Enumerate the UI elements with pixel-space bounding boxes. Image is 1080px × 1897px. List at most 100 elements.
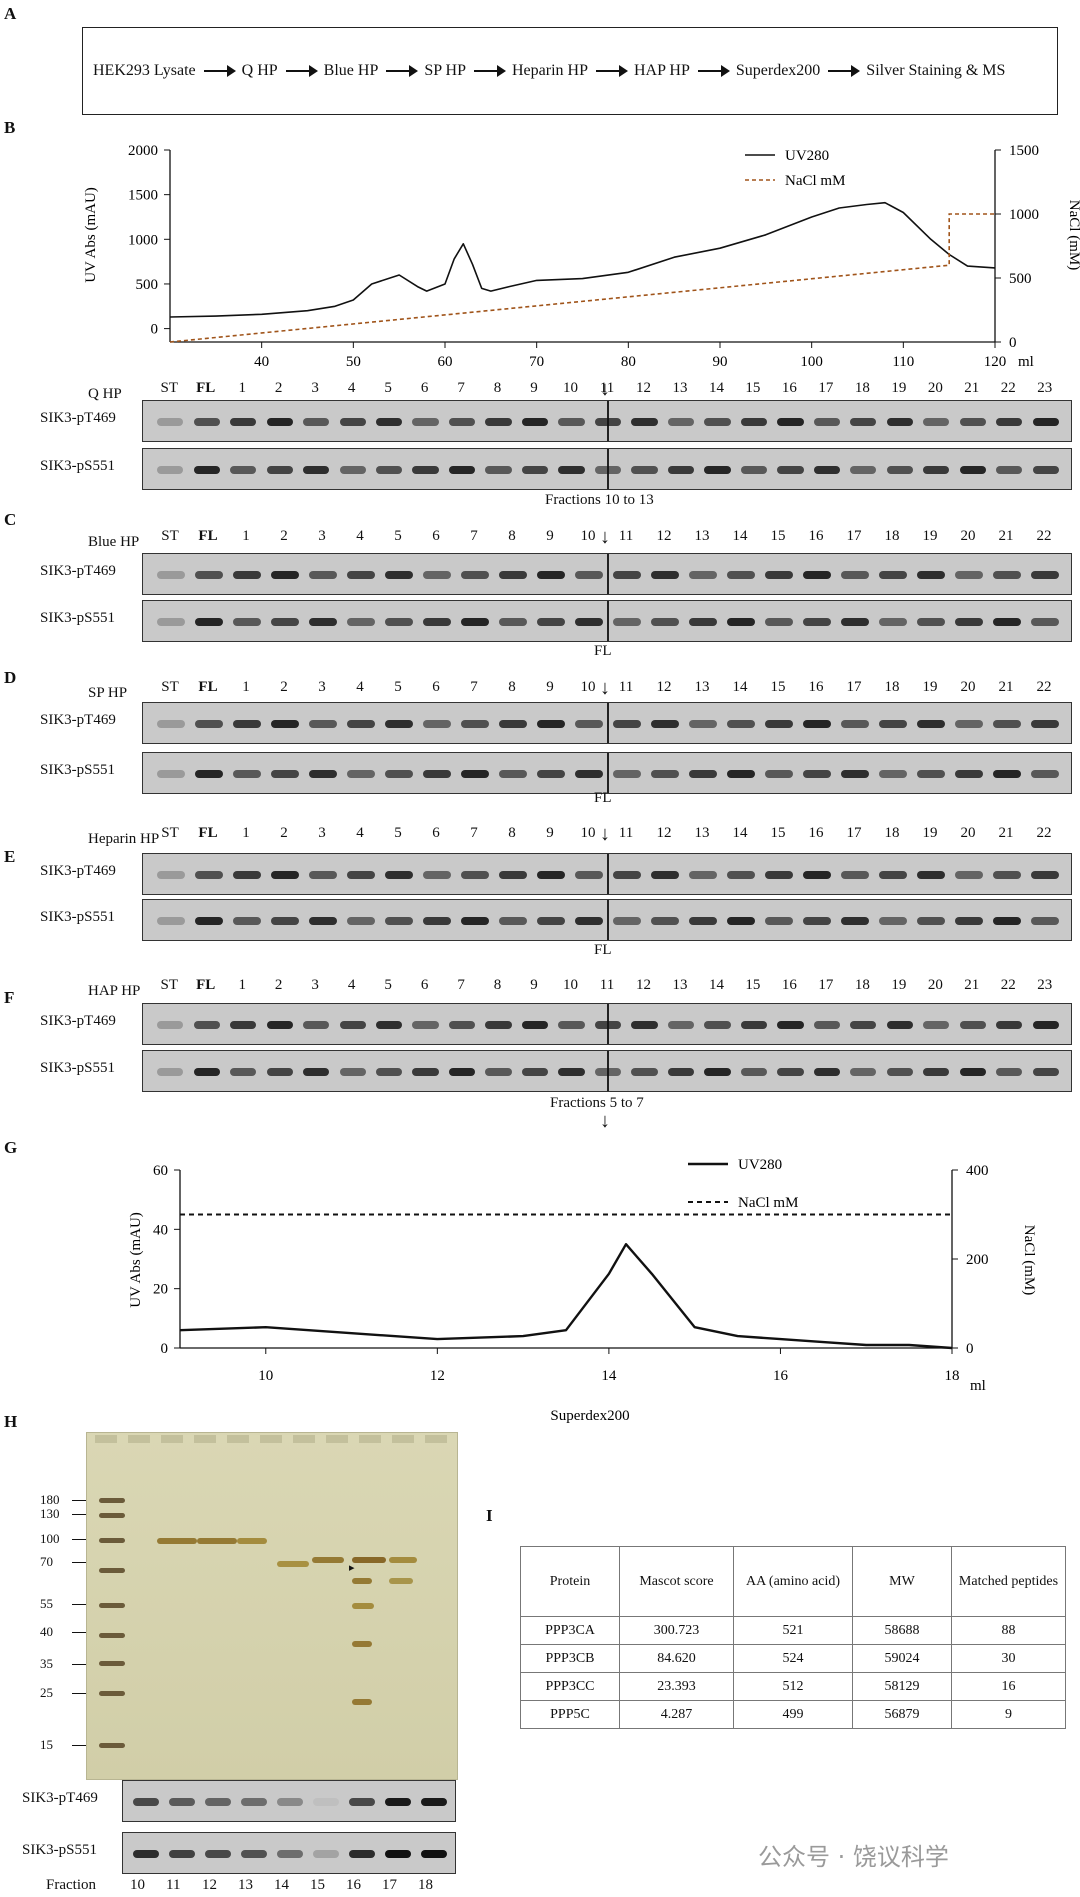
western-blot-strip	[142, 600, 1072, 642]
gel-band	[312, 1557, 344, 1563]
blot-band	[233, 770, 261, 778]
lane-label: 21	[998, 528, 1014, 544]
blot-band	[157, 618, 185, 626]
lane-label: 20	[927, 977, 943, 993]
ladder-band	[99, 1538, 125, 1543]
down-arrow-icon: ↓	[600, 526, 610, 548]
strip-divider	[607, 554, 609, 594]
blot-band	[803, 571, 831, 579]
lane-label: ST	[161, 825, 179, 841]
blot-band	[727, 871, 755, 879]
lane-label: 22	[1000, 977, 1016, 993]
blot-band	[841, 571, 869, 579]
lane-label: 13	[694, 528, 710, 544]
mw-marker-label: 70	[40, 1554, 53, 1569]
blot-band	[917, 571, 945, 579]
lane-labels: ST FL 1 2 3 4 5 6 7 8 9 10 11 12 13 14 15 16 17 18 19 20 21 22	[0, 679, 1080, 701]
blot-row-label: SIK3-pS551	[40, 610, 116, 626]
strip-divider	[607, 601, 609, 641]
transfer-note: Fractions 5 to 7	[550, 1095, 644, 1111]
blot-band	[813, 418, 840, 426]
blot-band	[157, 466, 184, 474]
gel-well	[392, 1435, 414, 1443]
table-header: Mascot score	[619, 1546, 734, 1617]
blot-band	[241, 1798, 267, 1806]
lane-label: 20	[927, 380, 943, 396]
lane-label: 3	[318, 679, 326, 695]
blot-band	[803, 917, 831, 925]
gel-band	[352, 1557, 386, 1563]
flow-step: Heparin HP	[512, 62, 588, 79]
lane-label: 7	[470, 825, 478, 841]
blot-band	[813, 1021, 840, 1029]
legend-nacl: NaCl mM	[738, 1195, 798, 1211]
x-tick-label: 110	[892, 354, 914, 370]
x-tick-label: 120	[984, 354, 1007, 370]
blot-band	[309, 720, 337, 728]
lane-label: 19	[891, 380, 907, 396]
blot-band	[765, 571, 793, 579]
y-tick-label: 500	[136, 277, 159, 293]
blot-band	[485, 466, 512, 474]
blot-band	[923, 1021, 950, 1029]
blot-band	[309, 917, 337, 925]
blot-band	[485, 1068, 512, 1076]
blot-band	[841, 618, 869, 626]
blot-band	[499, 770, 527, 778]
blot-band	[740, 1068, 768, 1076]
lane-label: 16	[808, 528, 824, 544]
western-blot-strip	[122, 1832, 456, 1874]
table-cell: 59024	[852, 1644, 952, 1673]
blot-band	[886, 466, 913, 474]
lane-label: 7	[470, 528, 478, 544]
blot-band	[959, 1021, 986, 1029]
blot-band	[448, 1021, 476, 1029]
blot-band	[309, 770, 337, 778]
table-row: PPP3CB 84.620 524 59024 30	[520, 1644, 1066, 1673]
blot-band	[886, 1021, 913, 1029]
blot-band	[993, 871, 1021, 879]
lane-labels: ST FL 1 2 3 4 5 6 7 8 9 10 11 12 13 14 15 16 17 18 19 20 21 22 2…	[0, 380, 1080, 402]
blot-band	[917, 770, 945, 778]
blot-band	[879, 571, 907, 579]
lane-label: 19	[922, 825, 938, 841]
lane-label: 2	[280, 679, 288, 695]
table-cell: 88	[951, 1616, 1066, 1645]
gel-band	[352, 1699, 372, 1705]
lane-label: 16	[808, 679, 824, 695]
western-blot-strip	[142, 853, 1072, 895]
blot-band	[448, 418, 476, 426]
lane-label: 6	[420, 977, 429, 993]
blot-band	[955, 571, 983, 579]
lane-label: ST	[161, 528, 179, 544]
blot-band	[1031, 720, 1059, 728]
blot-band	[558, 418, 585, 426]
blot-band	[803, 720, 831, 728]
blot-band	[704, 418, 731, 426]
x-tick-label: 40	[254, 354, 269, 370]
blot-band	[993, 618, 1021, 626]
x-tick-label: 100	[800, 354, 823, 370]
lane-label: 9	[530, 977, 538, 993]
y-tick-label: 40	[153, 1222, 168, 1238]
lane-label: 3	[311, 977, 319, 993]
blot-band	[412, 418, 439, 426]
blot-band	[157, 917, 185, 925]
blot-band	[841, 770, 869, 778]
lane-label: 5	[394, 825, 402, 841]
lane-label: 7	[470, 679, 478, 695]
x-axis-label: Superdex200	[550, 1408, 629, 1424]
blot-band	[727, 720, 755, 728]
transfer-note: FL	[594, 643, 612, 659]
blot-band	[499, 917, 527, 925]
table-header: MW	[852, 1546, 952, 1617]
lane-label: 2	[280, 528, 288, 544]
panel-label-d: D	[4, 668, 17, 687]
y-left-label: UV Abs (mAU)	[128, 1212, 144, 1308]
blot-row-label: SIK3-pS551	[40, 762, 116, 778]
x-tick-label: 18	[945, 1368, 960, 1384]
blot-band	[537, 770, 565, 778]
flow-step: Superdex200	[735, 62, 821, 79]
western-blot-strip	[142, 1003, 1072, 1045]
blot-band	[996, 1021, 1023, 1029]
